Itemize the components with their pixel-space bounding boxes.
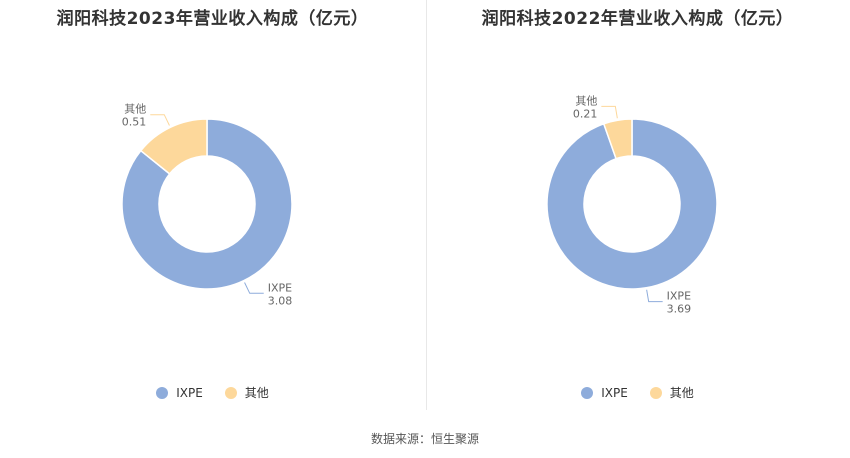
legend-item-ixpe[interactable]: IXPE bbox=[156, 384, 203, 401]
slice-name-label: 其他 bbox=[575, 94, 597, 107]
legend-dot-icon bbox=[224, 386, 237, 399]
legend-item-other[interactable]: 其他 bbox=[224, 384, 269, 401]
slice-name-label: IXPE bbox=[268, 281, 292, 294]
slice-other[interactable] bbox=[139, 118, 208, 175]
legend-label: 其他 bbox=[244, 386, 269, 400]
legend-label: IXPE bbox=[176, 385, 203, 400]
slice-other[interactable] bbox=[602, 118, 633, 160]
chart-2023: 润阳科技2023年营业收入构成（亿元） IXPE 3.08 其他 0.51 IXPE … bbox=[0, 0, 425, 410]
legend-label: IXPE bbox=[601, 385, 628, 400]
leader-line bbox=[244, 282, 264, 294]
legend-dot-icon bbox=[649, 386, 662, 399]
slice-ixpe[interactable] bbox=[121, 118, 293, 290]
slice-value-label: 0.21 bbox=[573, 107, 598, 120]
panel-divider bbox=[426, 0, 427, 410]
legend-dot-icon bbox=[156, 386, 169, 399]
chart-title: 润阳科技2023年营业收入构成（亿元） bbox=[56, 9, 369, 29]
legend-item-ixpe[interactable]: IXPE bbox=[581, 384, 628, 401]
slice-name-label: IXPE bbox=[667, 290, 691, 303]
legend: IXPE 其他 bbox=[0, 384, 425, 401]
data-source: 数据来源：恒生聚源 bbox=[370, 432, 479, 446]
legend-label: 其他 bbox=[669, 386, 694, 400]
slice-ixpe[interactable] bbox=[546, 118, 718, 290]
slice-name-label: 其他 bbox=[124, 103, 146, 116]
leader-line bbox=[150, 114, 170, 126]
legend-item-other[interactable]: 其他 bbox=[649, 384, 694, 401]
leader-line bbox=[601, 105, 618, 119]
slice-value-label: 0.51 bbox=[122, 116, 147, 129]
leader-line bbox=[646, 289, 663, 303]
chart-2022: 润阳科技2022年营业收入构成（亿元） IXPE 3.69 其他 0.21 IXPE … bbox=[425, 0, 850, 410]
slice-value-label: 3.69 bbox=[667, 303, 692, 316]
legend-dot-icon bbox=[581, 386, 594, 399]
legend: IXPE 其他 bbox=[425, 384, 850, 401]
slice-value-label: 3.08 bbox=[268, 294, 293, 307]
chart-title: 润阳科技2022年营业收入构成（亿元） bbox=[481, 9, 794, 29]
